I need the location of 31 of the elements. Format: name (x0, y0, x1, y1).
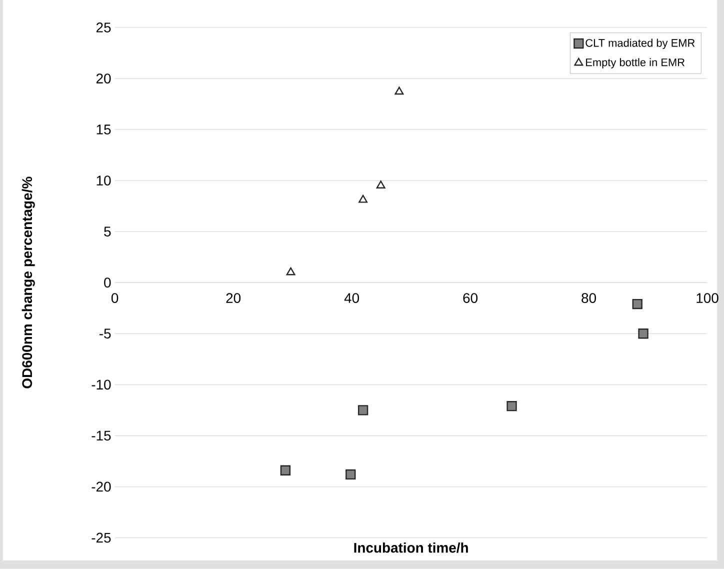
y-tick-label: 10 (96, 176, 111, 186)
point (506, 401, 517, 412)
y-tick-label: -15 (92, 430, 111, 441)
x-tick-label: 80 (582, 293, 596, 304)
y-tick-label: 20 (96, 74, 111, 84)
y-tick-label: -20 (92, 482, 111, 492)
point (280, 465, 291, 476)
point (358, 194, 368, 203)
point (632, 298, 642, 310)
legend-label: CLT madiated by EMR (586, 38, 695, 50)
point (358, 405, 368, 416)
y-axis-title: OD600nm change percentage/% (22, 176, 35, 388)
x-tick-label: 60 (463, 293, 478, 304)
y-tick-label: -5 (100, 328, 111, 339)
legend-label: Empty bottle in EMR (586, 58, 685, 68)
y-tick-label: -10 (92, 380, 111, 390)
x-tick-label: 100 (696, 293, 718, 304)
point (346, 469, 356, 480)
x-tick-label: 0 (111, 293, 118, 304)
point (286, 267, 296, 276)
point (376, 180, 386, 189)
y-tick-label: 5 (104, 226, 111, 236)
y-tick-label: 25 (96, 22, 111, 32)
x-tick-label: 20 (226, 293, 241, 304)
y-tick-label: 15 (96, 124, 111, 134)
point (394, 86, 404, 95)
point (638, 328, 648, 339)
y-tick-label: 0 (104, 278, 111, 288)
x-axis-title: Incubation time/h (354, 542, 468, 553)
x-tick-label: 40 (344, 293, 360, 304)
y-tick-label: -25 (92, 532, 111, 543)
